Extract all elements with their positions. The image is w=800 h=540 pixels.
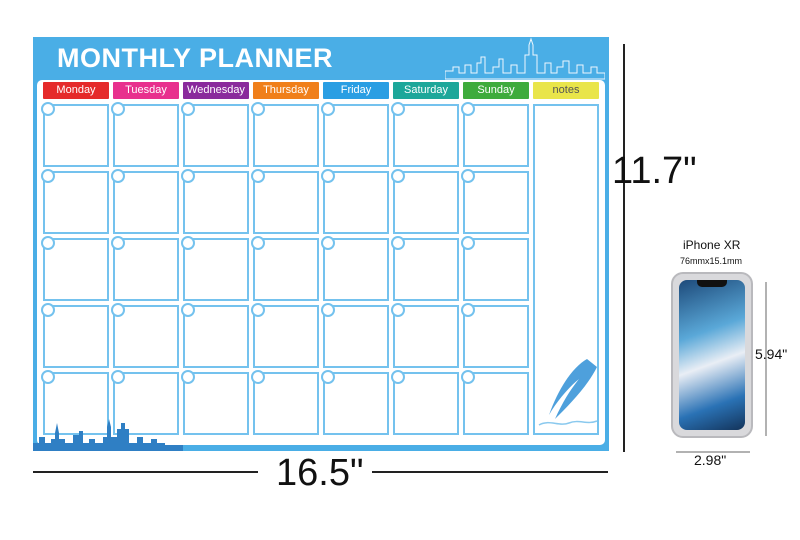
city-skyline-top-illustration (445, 37, 605, 80)
day-header-wednesday: Wednesday (183, 82, 249, 99)
date-circle (111, 370, 125, 384)
day-cell (461, 169, 529, 234)
date-circle (461, 236, 475, 250)
day-cell (181, 370, 249, 435)
date-circle (321, 303, 335, 317)
date-circle (41, 102, 55, 116)
phone-height-label: 5.94" (755, 346, 788, 362)
day-cell (111, 303, 179, 368)
day-cell (41, 236, 109, 301)
day-cell (321, 169, 389, 234)
day-cell (181, 102, 249, 167)
date-circle (41, 370, 55, 384)
date-circle (391, 169, 405, 183)
date-circle (111, 303, 125, 317)
day-cell (321, 236, 389, 301)
day-cell (321, 303, 389, 368)
date-circle (461, 102, 475, 116)
day-cell (251, 370, 319, 435)
day-cell (111, 236, 179, 301)
day-cell (391, 102, 459, 167)
day-cell (251, 102, 319, 167)
phone-notch (697, 280, 727, 287)
date-circle (321, 169, 335, 183)
day-cell (321, 102, 389, 167)
day-cell (461, 102, 529, 167)
date-circle (111, 169, 125, 183)
day-cell (391, 236, 459, 301)
planner-grid: Monday Tuesday Wednesday Thursday Friday Satu… (37, 80, 605, 445)
day-cell (111, 370, 179, 435)
day-cell (461, 303, 529, 368)
day-cell (41, 303, 109, 368)
day-header-notes: notes (533, 82, 599, 99)
date-circle (251, 370, 265, 384)
day-cell (181, 169, 249, 234)
day-cell (181, 236, 249, 301)
phone-illustration (671, 272, 753, 438)
date-circle (181, 169, 195, 183)
day-cell (41, 370, 109, 435)
date-circle (321, 370, 335, 384)
feather-icon (538, 359, 598, 426)
day-cell (41, 169, 109, 234)
day-header-sunday: Sunday (463, 82, 529, 99)
date-circle (41, 236, 55, 250)
date-circle (321, 102, 335, 116)
day-cell (321, 370, 389, 435)
date-circle (321, 236, 335, 250)
planner-board: MONTHLY PLANNER Monday Tuesday Wednesday Th… (33, 37, 609, 451)
phone-width-label: 2.98" (694, 452, 727, 468)
day-cell (251, 303, 319, 368)
day-cell (391, 169, 459, 234)
day-header-tuesday: Tuesday (113, 82, 179, 99)
notes-area (533, 104, 599, 435)
date-circle (41, 169, 55, 183)
day-cell (181, 303, 249, 368)
date-circle (181, 370, 195, 384)
date-circle (391, 102, 405, 116)
day-cell (41, 102, 109, 167)
planner-title: MONTHLY PLANNER (57, 43, 334, 73)
day-cell (391, 370, 459, 435)
width-label: 16.5" (276, 452, 364, 494)
date-circle (461, 169, 475, 183)
day-cell (461, 236, 529, 301)
phone-size-label: 76mmx15.1mm (680, 256, 743, 266)
date-circle (391, 236, 405, 250)
day-header-thursday: Thursday (253, 82, 319, 99)
date-circle (111, 102, 125, 116)
date-circle (251, 236, 265, 250)
day-cell (111, 102, 179, 167)
date-circle (391, 370, 405, 384)
date-circle (461, 370, 475, 384)
city-skyline-bottom-illustration (33, 419, 183, 451)
date-circle (251, 303, 265, 317)
date-circle (181, 102, 195, 116)
date-circle (461, 303, 475, 317)
date-circle (251, 169, 265, 183)
date-circle (111, 236, 125, 250)
date-circle (41, 303, 55, 317)
day-cell (111, 169, 179, 234)
date-circle (391, 303, 405, 317)
date-circle (181, 303, 195, 317)
day-header-friday: Friday (323, 82, 389, 99)
day-header-saturday: Saturday (393, 82, 459, 99)
phone-screen (679, 280, 745, 430)
date-circle (251, 102, 265, 116)
day-cell (251, 236, 319, 301)
day-cell (461, 370, 529, 435)
date-circle (181, 236, 195, 250)
height-label: 11.7" (612, 150, 697, 192)
day-cell (391, 303, 459, 368)
phone-model-label: iPhone XR (683, 238, 741, 252)
day-cell (251, 169, 319, 234)
day-header-monday: Monday (43, 82, 109, 99)
